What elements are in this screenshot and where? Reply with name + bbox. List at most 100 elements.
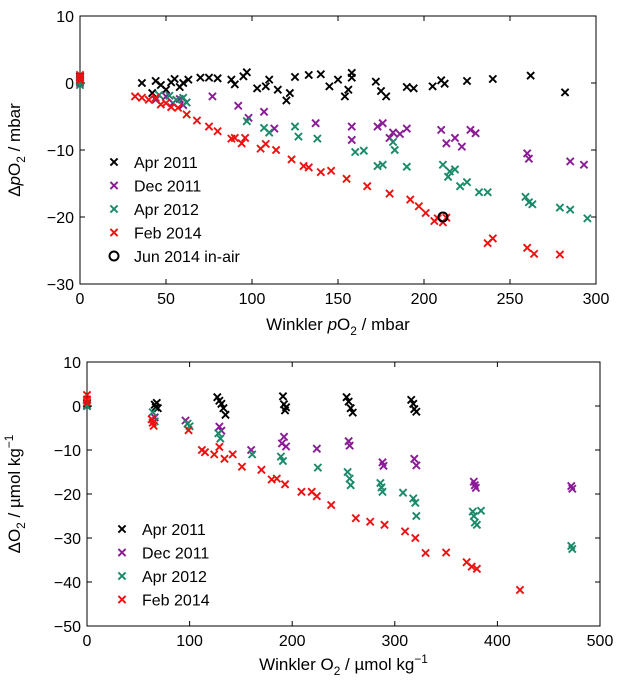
data-point xyxy=(381,92,391,101)
series-apr-2011 xyxy=(82,392,421,420)
legend-marker xyxy=(109,181,119,190)
data-point xyxy=(264,128,274,137)
y-tick-label: −30 xyxy=(54,531,81,548)
data-point xyxy=(421,208,430,218)
y-tick-label: −40 xyxy=(54,575,81,592)
legend-marker xyxy=(109,157,119,167)
data-point xyxy=(237,139,246,148)
y-tick-label: −30 xyxy=(47,277,74,294)
legend-label: Dec 2011 xyxy=(142,546,209,563)
y-tick-label: 10 xyxy=(63,355,81,372)
legend-label: Dec 2011 xyxy=(134,179,201,196)
data-point xyxy=(220,454,229,464)
plot-frame xyxy=(79,15,597,285)
data-point xyxy=(272,474,282,483)
x-tick-label: 400 xyxy=(484,633,511,650)
data-point xyxy=(472,564,482,574)
data-point xyxy=(204,122,214,131)
data-point xyxy=(313,463,323,472)
data-point xyxy=(130,92,140,101)
data-point xyxy=(466,125,475,135)
data-point xyxy=(385,189,394,198)
data-point xyxy=(440,79,449,88)
data-point xyxy=(362,181,372,191)
data-point xyxy=(215,442,224,452)
data-point xyxy=(410,454,419,464)
data-point xyxy=(488,74,498,84)
data-point xyxy=(228,450,237,459)
legend-label: Apr 2011 xyxy=(134,155,198,172)
data-point xyxy=(342,392,351,402)
data-point xyxy=(342,174,351,184)
data-point xyxy=(409,84,418,93)
data-point xyxy=(170,74,179,84)
data-point xyxy=(209,450,219,459)
data-point xyxy=(278,392,288,401)
y-tick-label: 0 xyxy=(72,399,81,416)
data-point xyxy=(247,450,257,459)
data-point xyxy=(421,548,430,558)
data-point xyxy=(166,102,176,112)
y-tick-label: −10 xyxy=(47,143,74,160)
data-point xyxy=(579,160,589,170)
data-point xyxy=(217,399,226,409)
data-point xyxy=(388,137,398,147)
data-point xyxy=(378,160,387,170)
data-point xyxy=(359,146,369,155)
data-point xyxy=(200,447,210,457)
data-point xyxy=(350,147,360,157)
data-point xyxy=(333,75,343,84)
data-point xyxy=(278,456,288,466)
data-point xyxy=(242,68,252,77)
data-point xyxy=(378,487,387,497)
data-point xyxy=(529,249,539,259)
data-point xyxy=(469,511,479,521)
data-point xyxy=(402,124,412,133)
data-point xyxy=(437,211,449,223)
data-point xyxy=(242,116,252,126)
data-point xyxy=(462,76,472,86)
data-point xyxy=(373,122,382,131)
data-point xyxy=(213,74,222,83)
data-point xyxy=(82,390,92,400)
data-point xyxy=(408,494,418,503)
data-point xyxy=(326,500,336,510)
data-point xyxy=(75,73,85,82)
data-point xyxy=(137,93,147,103)
y-tick-label: 0 xyxy=(65,76,74,93)
data-point xyxy=(257,465,266,475)
x-tick-label: 100 xyxy=(239,291,266,308)
data-point xyxy=(476,506,486,515)
data-point xyxy=(555,203,565,212)
y-tick-label: 10 xyxy=(56,9,74,26)
data-point xyxy=(290,72,300,82)
series-feb-2014 xyxy=(75,70,565,259)
data-point xyxy=(221,410,230,420)
data-point xyxy=(398,488,408,497)
data-point xyxy=(184,425,193,435)
legend: Apr 2011 Dec 2011 Apr 2012 Feb 2014 Jun 2014… xyxy=(108,155,241,266)
data-point xyxy=(455,181,465,191)
data-point xyxy=(214,429,223,438)
x-axis-label: Winkler pO2 / mbar xyxy=(266,315,410,338)
data-point xyxy=(149,421,158,431)
data-point xyxy=(347,73,357,82)
data-point xyxy=(428,82,437,91)
data-point xyxy=(395,129,405,139)
data-point xyxy=(347,122,357,131)
data-point xyxy=(279,432,289,442)
data-point xyxy=(462,177,472,187)
data-point xyxy=(528,199,537,209)
data-point xyxy=(151,93,160,103)
x-tick-label: 250 xyxy=(497,291,524,308)
data-point xyxy=(436,125,446,135)
data-point xyxy=(488,234,498,243)
data-point xyxy=(173,103,183,113)
data-point xyxy=(252,84,262,93)
data-point xyxy=(165,91,174,101)
data-point xyxy=(287,155,296,164)
x-tick-label: 150 xyxy=(325,291,352,308)
data-point xyxy=(365,517,375,526)
data-point xyxy=(290,122,300,131)
